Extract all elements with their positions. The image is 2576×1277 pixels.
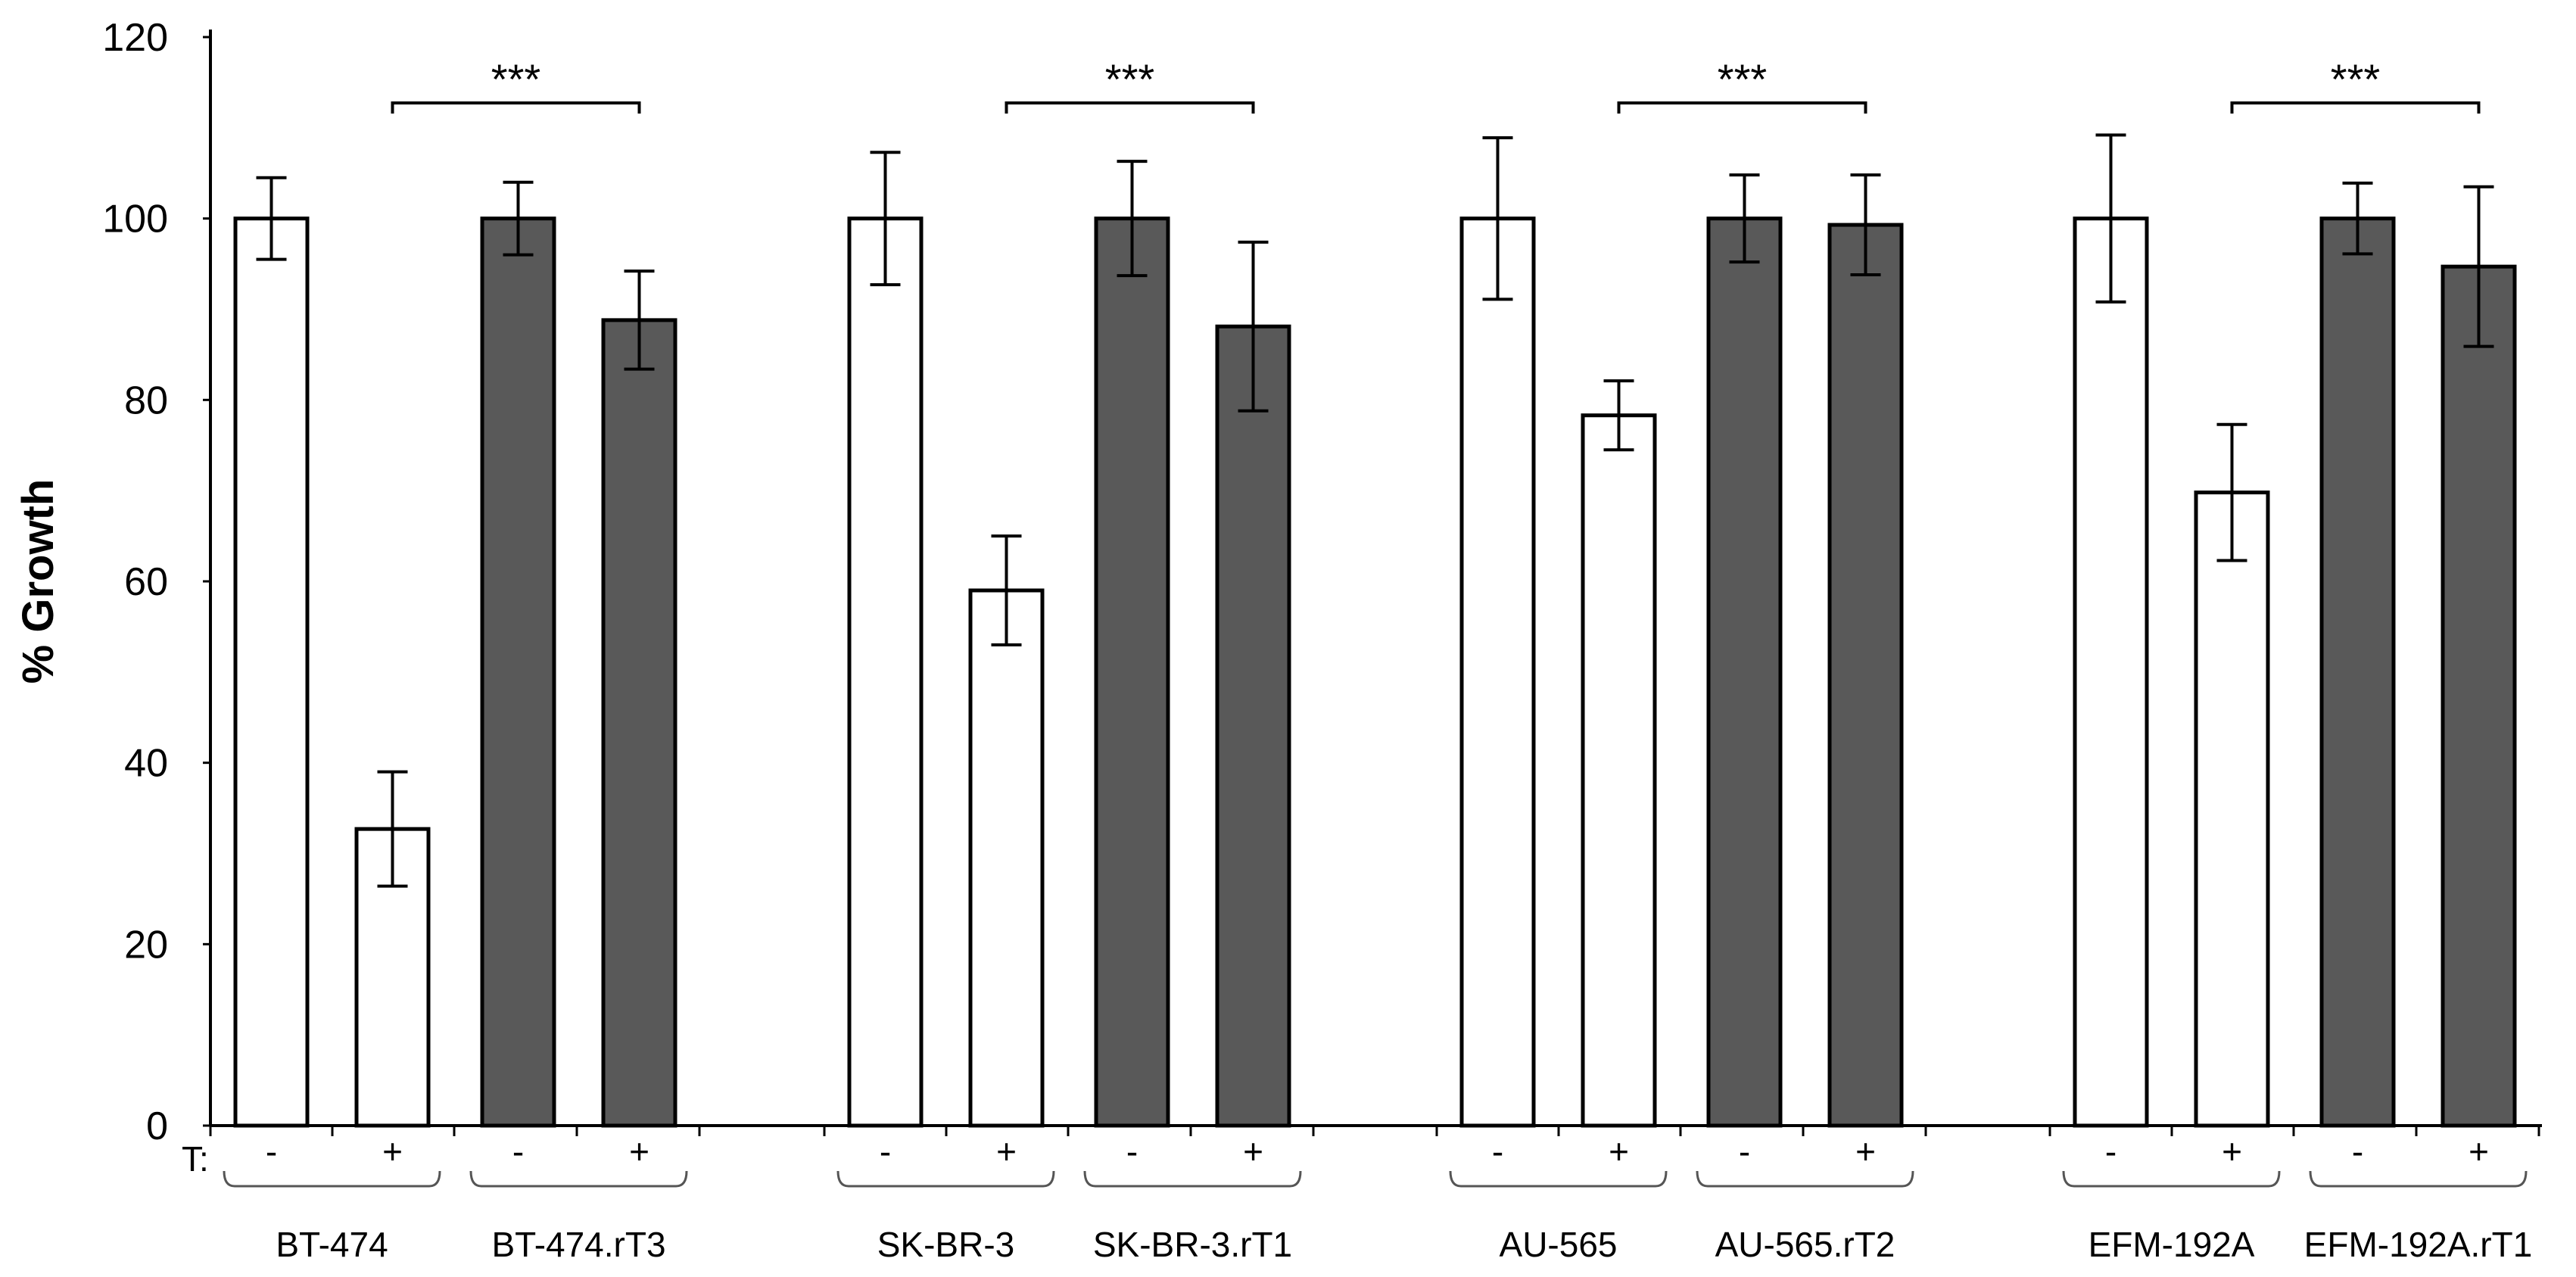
treatment-sign: - [1739, 1132, 1750, 1171]
error-bars [256, 133, 2494, 888]
bar [2194, 491, 2270, 1128]
treatment-sign: + [1609, 1132, 1629, 1171]
y-tick-label: 40 [124, 742, 168, 786]
treatment-bracket [2309, 1170, 2528, 1188]
treatment-bracket [2062, 1170, 2281, 1188]
treatment-bracket [1696, 1170, 1914, 1188]
treatment-bracket [223, 1170, 441, 1188]
significance-bracket [391, 101, 641, 114]
cell-line-label: BT-474 [276, 1225, 388, 1264]
treatment-bracket [836, 1170, 1055, 1188]
axes: 0 20 40 60 80 100 120 % Growth [14, 16, 2542, 1148]
cell-line-label: EFM-192A [2089, 1225, 2255, 1264]
y-tick-label: 80 [124, 378, 168, 422]
bar [1094, 216, 1170, 1128]
bar [2073, 216, 2149, 1128]
treatment-sign: - [266, 1132, 277, 1171]
bar [1581, 413, 1657, 1128]
bar [847, 216, 924, 1128]
treatment-sign: + [1243, 1132, 1263, 1171]
treatment-sign: + [2222, 1132, 2242, 1171]
cell-line-label: BT-474.rT3 [491, 1225, 665, 1264]
significance-bracket [1005, 101, 1255, 114]
significance-bracket [2230, 101, 2481, 114]
treatment-sign: - [2352, 1132, 2363, 1171]
bar [1459, 216, 1536, 1128]
significance-bracket [1617, 101, 1867, 114]
bar [2319, 216, 2396, 1128]
significance-label: *** [491, 55, 540, 103]
y-tick-label: 20 [124, 923, 168, 967]
bar [2441, 264, 2517, 1128]
cell-line-label: SK-BR-3 [877, 1225, 1014, 1264]
treatment-bracket [1449, 1170, 1668, 1188]
y-axis-title: % Growth [14, 479, 63, 684]
significance-label: *** [1105, 55, 1154, 103]
treatment-sign: - [880, 1132, 891, 1171]
cell-line-label: EFM-192A.rT1 [2304, 1225, 2533, 1264]
treatment-bracket [1083, 1170, 1302, 1188]
treatment-sign: + [996, 1132, 1017, 1171]
significance-brackets: *** *** *** *** [391, 55, 2481, 114]
cell-line-label: AU-565.rT2 [1715, 1225, 1895, 1264]
y-tick-label: 100 [102, 198, 168, 241]
y-tick-label: 0 [146, 1104, 168, 1148]
x-axis-labels: T: - + BT-474 - + BT-474.rT3 - + SK-BR-3 - + SK-BR-3… [182, 1132, 2532, 1264]
treatment-sign: + [2469, 1132, 2489, 1171]
treatment-sign: + [1855, 1132, 1876, 1171]
cell-line-label: SK-BR-3.rT1 [1093, 1225, 1292, 1264]
bars [233, 216, 2517, 1128]
treatment-row-label: T: [182, 1139, 209, 1179]
bar [968, 588, 1045, 1128]
treatment-sign: + [382, 1132, 403, 1171]
treatment-sign: - [1126, 1132, 1138, 1171]
bar [1706, 216, 1783, 1128]
bar [601, 318, 677, 1128]
bar [233, 216, 310, 1128]
cell-line-label: AU-565 [1500, 1225, 1618, 1264]
y-tick-label: 60 [124, 560, 168, 604]
bar [1827, 223, 1904, 1128]
treatment-sign: + [629, 1132, 649, 1171]
significance-label: *** [2331, 55, 2380, 103]
bar [1215, 324, 1291, 1128]
treatment-bracket [469, 1170, 688, 1188]
bar [480, 216, 556, 1128]
significance-label: *** [1718, 55, 1767, 103]
treatment-sign: - [1492, 1132, 1503, 1171]
treatment-sign: - [512, 1132, 524, 1171]
treatment-sign: - [2105, 1132, 2117, 1171]
y-tick-label: 120 [102, 16, 168, 60]
